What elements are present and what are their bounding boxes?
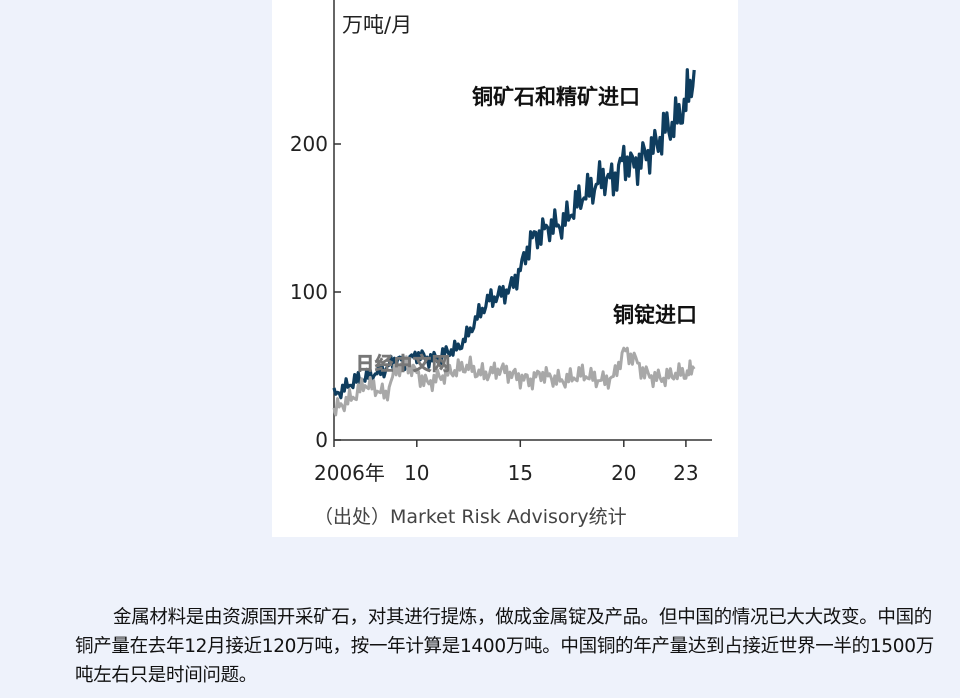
watermark: 日经中文网 (356, 353, 451, 375)
y-tick-label: 100 (290, 280, 328, 304)
x-tick-label: 15 (508, 461, 533, 485)
y-tick-label: 200 (290, 132, 328, 156)
series-label: 铜矿石和精矿进口 (472, 85, 640, 109)
series-line (332, 346, 696, 417)
x-tick-label: 2006年 (314, 461, 385, 485)
axes (333, 0, 712, 447)
chart-source: （出处）Market Risk Advisory统计 (314, 506, 627, 528)
article-paragraph: 金属材料是由资源国开采矿石，对其进行提炼，做成金属锭及产品。但中国的情况已大大改… (75, 606, 934, 686)
x-tick-label: 10 (404, 461, 429, 485)
y-tick-label: 0 (315, 428, 328, 452)
x-tick-label: 20 (611, 461, 636, 485)
series-lines (332, 68, 696, 417)
chart-card: 0 100 200 2006年 10 15 20 23 万吨/月日经中文网 铜矿石和精矿进口铜锭进… (272, 0, 738, 537)
x-tick-label: 23 (673, 461, 698, 485)
unit-label: 万吨/月 (342, 13, 412, 37)
series-line (332, 68, 696, 400)
series-label: 铜锭进口 (613, 303, 697, 327)
